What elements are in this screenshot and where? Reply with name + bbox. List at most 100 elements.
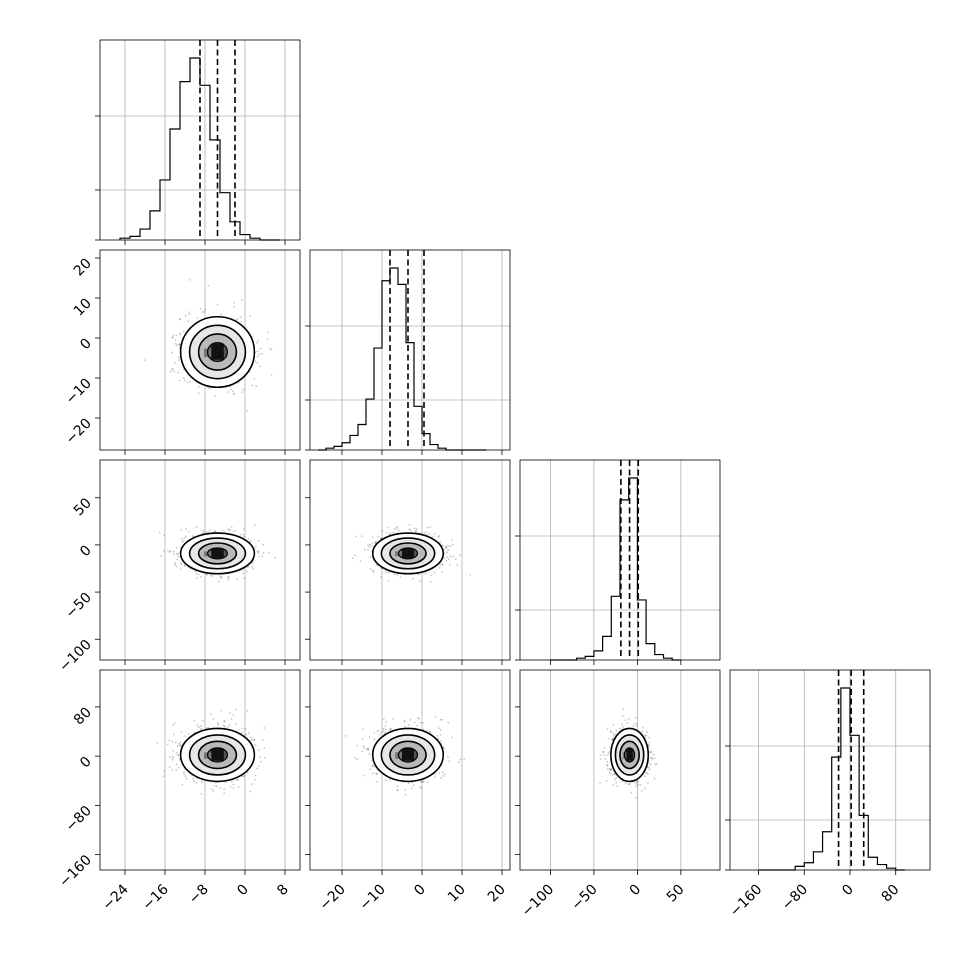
- sample-point: [447, 549, 450, 551]
- sample-point: [397, 529, 400, 532]
- sample-point: [175, 769, 178, 771]
- sample-point: [637, 783, 640, 786]
- sample-point: [257, 340, 259, 342]
- sample-point: [424, 572, 427, 575]
- sample-point: [179, 332, 181, 335]
- sample-point: [175, 344, 178, 347]
- sample-point: [403, 720, 406, 723]
- sample-point: [240, 320, 243, 323]
- sample-point: [451, 736, 453, 739]
- sample-point: [387, 579, 390, 582]
- sample-point: [380, 537, 382, 540]
- scatter-panel-2-0: 50 0 −50 −100: [56, 459, 301, 675]
- sample-point: [380, 731, 382, 734]
- sample-point: [243, 775, 246, 777]
- sample-point: [229, 786, 232, 788]
- sample-point: [380, 576, 382, 578]
- sample-point: [229, 386, 232, 388]
- sample-point: [233, 393, 236, 395]
- sample-point: [182, 539, 185, 542]
- sample-point: [463, 758, 466, 761]
- sample-point: [245, 733, 247, 736]
- sample-point: [198, 392, 200, 395]
- sample-point: [377, 535, 380, 538]
- sample-point: [219, 575, 222, 578]
- sample-point: [251, 738, 254, 741]
- sample-point: [608, 771, 611, 774]
- sample-point: [614, 773, 616, 776]
- sample-point: [372, 772, 374, 774]
- sample-point: [203, 311, 205, 313]
- sample-point: [162, 550, 165, 552]
- sample-point: [608, 746, 611, 749]
- sample-point: [606, 764, 608, 767]
- sample-point: [175, 547, 178, 549]
- sample-point: [649, 756, 652, 759]
- sample-point: [439, 777, 442, 779]
- sample-point: [407, 724, 410, 726]
- hist-panel-0: [95, 39, 301, 245]
- sample-point: [166, 549, 169, 552]
- sample-point: [644, 735, 647, 737]
- sample-point: [184, 314, 187, 317]
- sample-point: [447, 558, 450, 561]
- sample-point: [612, 734, 615, 737]
- sample-point: [426, 526, 429, 529]
- sample-point: [413, 527, 416, 530]
- contour-level-2: [179, 727, 256, 783]
- sample-point: [648, 741, 651, 744]
- sample-point: [214, 530, 217, 533]
- sample-point: [626, 722, 629, 724]
- contour-level-2: [610, 727, 650, 783]
- sample-point: [172, 550, 175, 553]
- sample-point: [183, 537, 186, 539]
- sample-point: [246, 771, 249, 774]
- sample-point: [645, 734, 648, 737]
- sample-point: [392, 718, 394, 720]
- sample-point: [367, 749, 370, 751]
- sample-point: [254, 778, 256, 781]
- sample-point: [417, 573, 420, 576]
- sample-point: [607, 737, 610, 740]
- sample-point: [372, 570, 374, 572]
- sample-point: [382, 718, 385, 721]
- histogram-step: [550, 477, 681, 661]
- sample-point: [172, 368, 175, 371]
- sample-point: [250, 736, 253, 739]
- sample-point: [628, 783, 631, 786]
- sample-point: [256, 342, 258, 344]
- sample-point: [253, 378, 256, 381]
- sample-point: [372, 764, 374, 767]
- sample-point: [354, 757, 356, 760]
- y-tick-label: 10: [71, 296, 95, 320]
- sample-point: [602, 751, 604, 753]
- sample-point: [652, 753, 655, 756]
- sample-point: [223, 720, 226, 723]
- panel-frame: [99, 669, 301, 871]
- sample-point: [375, 564, 378, 566]
- sample-point: [433, 773, 436, 776]
- sample-point: [228, 724, 231, 726]
- sample-point: [420, 787, 423, 789]
- sample-point: [191, 535, 194, 537]
- sample-point: [185, 777, 188, 780]
- sample-point: [396, 789, 399, 792]
- sample-point: [469, 574, 472, 576]
- density-core-cell: [211, 343, 224, 360]
- sample-point: [174, 342, 177, 345]
- sample-point: [622, 708, 625, 711]
- density-core-cell: [401, 548, 415, 558]
- sample-point: [221, 529, 224, 532]
- sample-point: [429, 526, 432, 529]
- sample-point: [359, 560, 362, 563]
- sample-point: [356, 744, 359, 747]
- sample-point: [179, 318, 181, 321]
- sample-point: [409, 718, 412, 721]
- sample-point: [408, 528, 411, 531]
- sample-point: [173, 370, 176, 373]
- sample-point: [363, 747, 366, 750]
- y-tick-label: 0: [77, 542, 95, 560]
- sample-point: [599, 758, 602, 760]
- sample-point: [420, 780, 423, 783]
